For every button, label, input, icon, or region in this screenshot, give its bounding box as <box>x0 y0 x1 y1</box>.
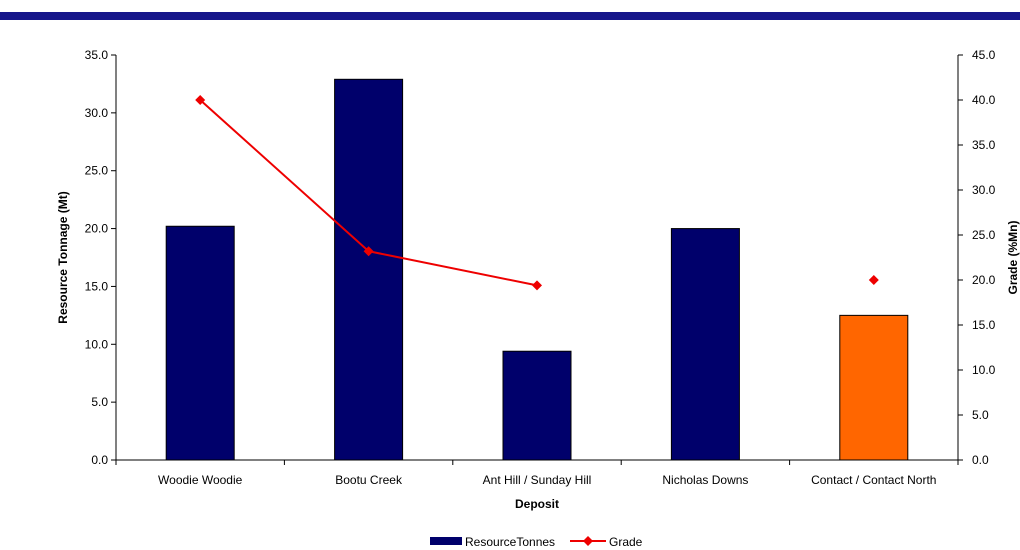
right-y-tick-label: 0.0 <box>972 453 989 467</box>
bar <box>670 228 740 461</box>
bar <box>839 314 909 461</box>
legend-swatch-grade-marker <box>583 536 593 546</box>
right-y-tick-label: 20.0 <box>972 273 996 287</box>
x-tick-label: Bootu Creek <box>335 473 403 487</box>
left-y-tick-label: 5.0 <box>91 395 108 409</box>
right-y-tick-label: 40.0 <box>972 93 996 107</box>
x-tick-label: Nicholas Downs <box>662 473 748 487</box>
left-y-tick-label: 35.0 <box>85 48 109 62</box>
bar <box>502 350 572 461</box>
x-tick-label: Contact / Contact North <box>811 473 936 487</box>
left-y-tick-label: 15.0 <box>85 279 109 293</box>
legend: ResourceTonnes Grade <box>430 535 643 549</box>
right-y-tick-label: 10.0 <box>972 363 996 377</box>
left-y-tick-label: 20.0 <box>85 222 109 236</box>
right-y-tick-label: 5.0 <box>972 408 989 422</box>
right-y-axis-ticks: 0.0 5.0 10.0 15.0 20.0 25.0 30.0 35.0 40.0 45.0 <box>958 48 996 467</box>
right-y-tick-label: 45.0 <box>972 48 996 62</box>
legend-label-resource-tonnes: ResourceTonnes <box>465 535 555 549</box>
right-y-tick-label: 30.0 <box>972 183 996 197</box>
bar-series-resource-tonnes <box>165 78 909 461</box>
grade-point <box>195 95 206 105</box>
right-y-tick-label: 25.0 <box>972 228 996 242</box>
bar <box>165 225 235 461</box>
legend-swatch-resource-tonnes <box>430 537 462 545</box>
left-y-axis-title: Resource Tonnage (Mt) <box>56 191 70 323</box>
left-y-tick-label: 30.0 <box>85 106 109 120</box>
left-y-tick-label: 25.0 <box>85 164 109 178</box>
grade-point <box>363 246 374 257</box>
header-bar <box>0 12 1020 20</box>
x-tick-label: Woodie Woodie <box>158 473 243 487</box>
x-tick-label: Ant Hill / Sunday Hill <box>483 473 592 487</box>
right-y-tick-label: 15.0 <box>972 318 996 332</box>
left-y-axis-ticks: 0.0 5.0 10.0 15.0 20.0 25.0 30.0 35.0 <box>85 48 116 467</box>
grade-point <box>532 280 542 291</box>
right-y-tick-label: 35.0 <box>972 138 996 152</box>
right-y-axis-title: Grade (%Mn) <box>1006 220 1020 294</box>
x-axis-ticks: Woodie Woodie Bootu Creek Ant Hill / Sunda… <box>115 460 959 487</box>
line-series-grade <box>195 95 879 291</box>
bar <box>334 78 404 461</box>
left-y-tick-label: 10.0 <box>85 337 109 351</box>
legend-label-grade: Grade <box>609 535 643 549</box>
grade-point <box>868 275 879 285</box>
x-axis-title: Deposit <box>515 497 559 511</box>
left-y-tick-label: 0.0 <box>91 453 108 467</box>
